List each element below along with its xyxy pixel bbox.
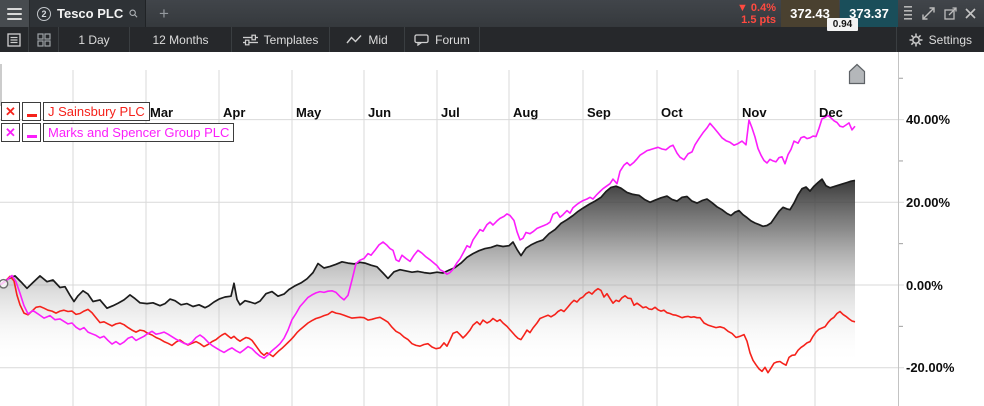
- tab-number-badge: 2: [37, 6, 51, 21]
- month-label-jul: Jul: [441, 105, 460, 120]
- add-tab-button[interactable]: +: [159, 3, 169, 23]
- month-label-may: May: [296, 105, 322, 120]
- month-label-dec: Dec: [819, 105, 843, 120]
- month-label-mar: Mar: [150, 105, 174, 120]
- spread-badge: 0.94: [827, 18, 858, 31]
- down-arrow-icon: ▼: [736, 1, 748, 14]
- legend-row: ✕ Marks and Spencer Group PLC: [1, 123, 235, 142]
- percent-label: -20.00%: [906, 360, 955, 376]
- window-controls: [898, 0, 984, 27]
- search-icon[interactable]: [129, 7, 138, 20]
- legend-label[interactable]: J Sainsbury PLC: [43, 102, 150, 121]
- settings-label: Settings: [928, 32, 972, 47]
- data-end-marker[interactable]: [848, 63, 866, 85]
- legend-remove-button[interactable]: ✕: [1, 102, 20, 121]
- title-bar: 2 Tesco PLC + ▼ 0.4% 1.5 pts 372.43 373.…: [0, 0, 984, 31]
- legend-line-sample: [27, 114, 37, 117]
- interval-label: 1 Day: [78, 32, 110, 47]
- price-change: ▼ 0.4% 1.5 pts: [737, 0, 781, 27]
- tab-title: Tesco PLC: [57, 6, 124, 21]
- month-label-jun: Jun: [368, 105, 392, 120]
- legend-style-button[interactable]: [22, 123, 41, 142]
- change-points: 1.5 pts: [741, 13, 776, 26]
- percent-label: 40.00%: [906, 112, 951, 128]
- gear-icon: [909, 33, 923, 46]
- drag-handle-icon[interactable]: [904, 6, 914, 21]
- speech-bubble-icon: [414, 33, 429, 46]
- price-type-selector[interactable]: Mid: [330, 27, 405, 52]
- month-label-nov: Nov: [742, 105, 767, 120]
- templates-label: Templates: [263, 32, 319, 47]
- forum-label: Forum: [435, 32, 470, 47]
- list-icon: [7, 32, 21, 47]
- chart-toolbar: 1 Day 12 Months Templates Mid Forum: [0, 27, 984, 52]
- sell-price-button[interactable]: 372.43: [781, 0, 839, 27]
- settings-button[interactable]: Settings: [895, 27, 984, 52]
- series-start-marker: [0, 278, 9, 289]
- watchlist-button[interactable]: [0, 27, 29, 52]
- popout-window-icon[interactable]: [944, 7, 957, 20]
- chart-tab-tesco[interactable]: 2 Tesco PLC: [30, 0, 146, 27]
- month-label-sep: Sep: [587, 105, 611, 120]
- grid-icon: [36, 32, 51, 47]
- price-type-label: Mid: [368, 32, 388, 47]
- tesco-area-fill: [0, 179, 855, 406]
- templates-button[interactable]: Templates: [232, 27, 330, 52]
- forum-button[interactable]: Forum: [405, 27, 480, 52]
- month-label-aug: Aug: [513, 105, 539, 120]
- line-chart-icon: [346, 35, 362, 44]
- close-icon[interactable]: [965, 8, 976, 19]
- chart-container: FebMarAprMayJunJulAugSepOctNovDec 40.00%…: [0, 52, 984, 406]
- sainsbury-line[interactable]: [0, 275, 856, 374]
- change-percent: ▼ 0.4%: [736, 1, 776, 14]
- chart-plot-area[interactable]: [0, 52, 984, 406]
- interval-selector[interactable]: 1 Day: [59, 27, 130, 52]
- sliders-icon: [242, 34, 258, 45]
- percent-label: 20.00%: [906, 194, 951, 210]
- legend-style-button[interactable]: [22, 102, 41, 121]
- legend-remove-button[interactable]: ✕: [1, 123, 20, 142]
- legend-row: ✕ J Sainsbury PLC: [1, 102, 150, 121]
- month-label-apr: Apr: [223, 105, 246, 120]
- legend-line-sample: [27, 135, 37, 138]
- percent-label: 0.00%: [906, 277, 943, 293]
- month-label-oct: Oct: [661, 105, 683, 120]
- layout-grid-button[interactable]: [29, 27, 59, 52]
- menu-hamburger-button[interactable]: [0, 0, 30, 27]
- timeframe-label: 12 Months: [152, 32, 209, 47]
- tesco-line[interactable]: [0, 178, 856, 310]
- timeframe-selector[interactable]: 12 Months: [130, 27, 232, 52]
- marks-spencer-line[interactable]: [0, 114, 856, 359]
- legend-label[interactable]: Marks and Spencer Group PLC: [43, 123, 235, 142]
- hamburger-icon: [7, 7, 22, 10]
- expand-icon[interactable]: [922, 7, 936, 20]
